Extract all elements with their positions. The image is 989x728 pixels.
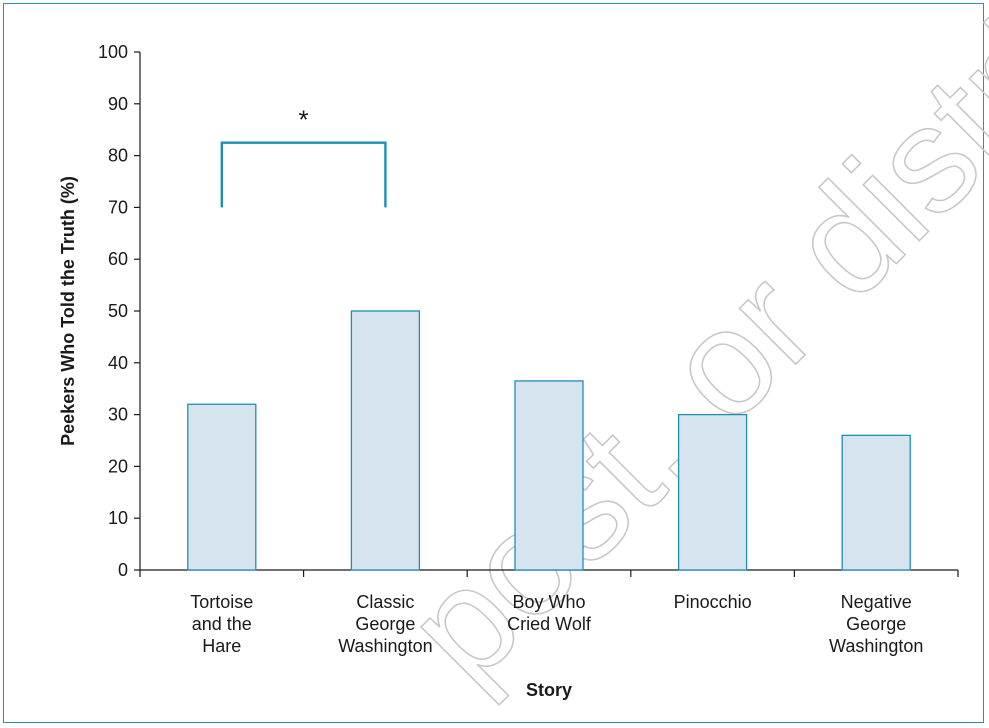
y-tick-label: 40: [108, 353, 128, 373]
x-axis-title: Story: [526, 680, 572, 700]
chart-frame: [3, 3, 984, 723]
y-tick-label: 60: [108, 249, 128, 269]
bar: [187, 403, 257, 571]
y-tick-label: 0: [118, 560, 128, 580]
bar: [841, 434, 911, 571]
y-tick-label: 10: [108, 508, 128, 528]
y-tick-label: 30: [108, 405, 128, 425]
y-tick-label: 50: [108, 301, 128, 321]
category-label: Pinocchio: [674, 592, 752, 612]
y-tick-label: 90: [108, 94, 128, 114]
significance-bracket: [220, 141, 387, 208]
annotations: *: [220, 105, 387, 208]
category-label: Boy Who Cried Wolf: [507, 592, 592, 634]
y-tick-label: 100: [98, 42, 128, 62]
category-label: Negative George Washington: [829, 592, 923, 656]
category-label: Classic George Washington: [338, 592, 432, 656]
bar: [514, 380, 584, 571]
labels: Tortoise and the Hare Classic George Washingt…: [58, 176, 923, 700]
y-axis-title: Peekers Who Told the Truth (%): [58, 176, 78, 446]
y-tick-label: 70: [108, 197, 128, 217]
significance-marker: *: [299, 105, 309, 135]
y-tick-label: 20: [108, 456, 128, 476]
axes: 0 10 20 30 40 50 60 70 80 90 100: [98, 42, 959, 580]
bar: [350, 310, 421, 571]
category-label: Tortoise and the Hare: [190, 592, 253, 656]
bars: [187, 310, 911, 571]
bar: [677, 413, 748, 571]
y-tick-label: 80: [108, 146, 128, 166]
